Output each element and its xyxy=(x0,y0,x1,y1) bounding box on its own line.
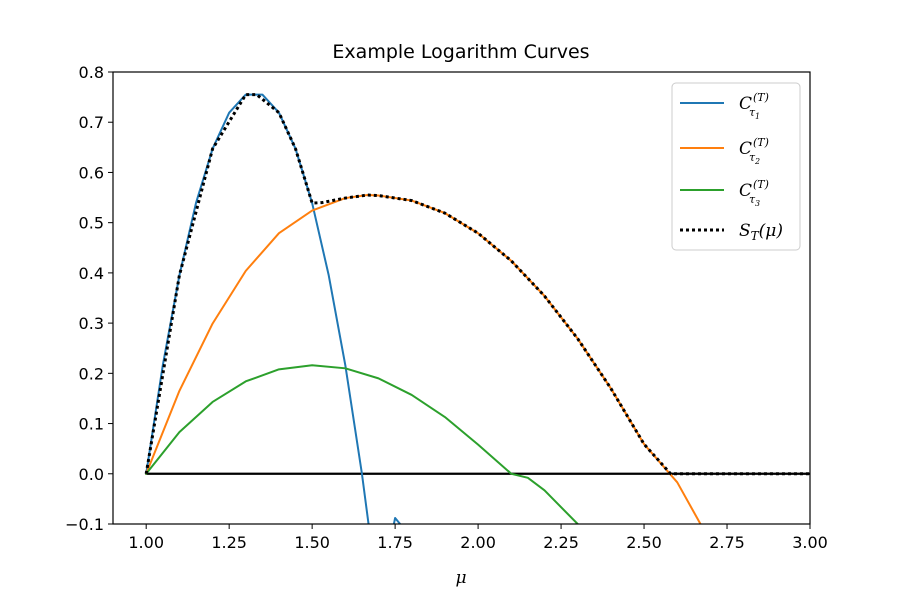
y-tick-label: 0.1 xyxy=(79,415,104,434)
x-tick-label: 1.00 xyxy=(128,533,164,552)
x-tick-label: 2.25 xyxy=(543,533,579,552)
y-tick-label: 0.2 xyxy=(79,364,104,383)
series-line-3 xyxy=(145,364,579,524)
legend: C(T) τ1 C(T) τ2 C(T) τ3 ST(μ) xyxy=(671,82,801,251)
legend-label-3: C(T) τ3 xyxy=(739,178,769,208)
series-line-1 xyxy=(145,93,402,524)
legend-box xyxy=(671,82,801,251)
axes-frame xyxy=(112,71,811,525)
chart-title: Example Logarithm Curves xyxy=(332,41,589,63)
x-tick-label: 1.75 xyxy=(377,533,413,552)
x-tick-label: 2.00 xyxy=(460,533,496,552)
y-tick-label: 0.0 xyxy=(79,465,104,484)
axes: 1.00 1.25 1.50 1.75 2.00 2.25 2.50 2.75 3.00 −0.1… xyxy=(65,63,828,552)
y-tick-label: 0.3 xyxy=(79,314,104,333)
y-tick-label: 0.6 xyxy=(79,163,104,182)
x-axis-label: μ xyxy=(455,568,466,588)
y-tick-label: 0.8 xyxy=(79,63,104,82)
y-tick-label: 0.4 xyxy=(79,264,104,283)
x-tick-label: 2.75 xyxy=(709,533,745,552)
legend-label-1: C(T) τ1 xyxy=(739,91,769,121)
legend-label-4: ST(μ) xyxy=(739,221,783,243)
x-tick-label: 1.25 xyxy=(211,533,247,552)
x-tick-label: 1.50 xyxy=(294,533,330,552)
legend-label-2: C(T) τ2 xyxy=(739,136,769,166)
y-tick-label: 0.5 xyxy=(79,214,104,233)
y-tick-label: 0.7 xyxy=(79,113,104,132)
series-line-4 xyxy=(144,93,810,476)
x-tick-label: 2.50 xyxy=(626,533,662,552)
y-tick-label: −0.1 xyxy=(65,515,104,534)
x-tick-label: 3.00 xyxy=(792,533,828,552)
plot-area xyxy=(144,93,810,524)
